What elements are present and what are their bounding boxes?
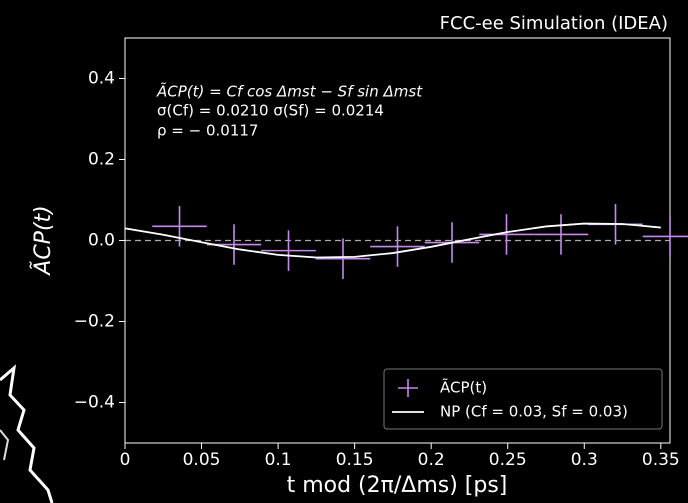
y-tick-label: 0.0 — [88, 231, 115, 251]
x-tick-label: 0.3 — [571, 450, 598, 470]
legend-label: NP (Cf = 0.03, Sf = 0.03) — [440, 403, 628, 421]
x-tick-label: 0.25 — [489, 450, 527, 470]
legend-label: ÃCP(t) — [440, 378, 487, 397]
chart-title: FCC-ee Simulation (IDEA) — [440, 13, 668, 34]
decoration — [0, 364, 54, 503]
annotation: σ(Cf) = 0.0210 σ(Sf) = 0.0214 — [157, 102, 384, 120]
y-tick-label: −0.2 — [74, 312, 115, 332]
x-tick-label: 0.2 — [418, 450, 445, 470]
x-tick-label: 0.1 — [265, 450, 292, 470]
x-tick-label: 0 — [120, 450, 131, 470]
x-tick-label: 0.35 — [642, 450, 680, 470]
y-axis-label: ÃCP(t) — [29, 205, 56, 276]
x-tick-label: 0.15 — [336, 450, 374, 470]
x-axis-label: t mod (2π/Δms) [ps] — [287, 473, 508, 498]
y-tick-label: 0.4 — [88, 69, 115, 89]
y-tick-label: 0.2 — [88, 150, 115, 170]
fit-line — [124, 222, 661, 259]
y-tick-label: −0.4 — [74, 393, 115, 413]
x-tick-label: 0.05 — [183, 450, 221, 470]
annotation: ρ = − 0.0117 — [157, 122, 258, 140]
decoration — [0, 429, 10, 461]
annotation: ÃCP(t) = Cf cos Δmst − Sf sin Δmst — [156, 82, 423, 101]
legend — [383, 368, 663, 430]
